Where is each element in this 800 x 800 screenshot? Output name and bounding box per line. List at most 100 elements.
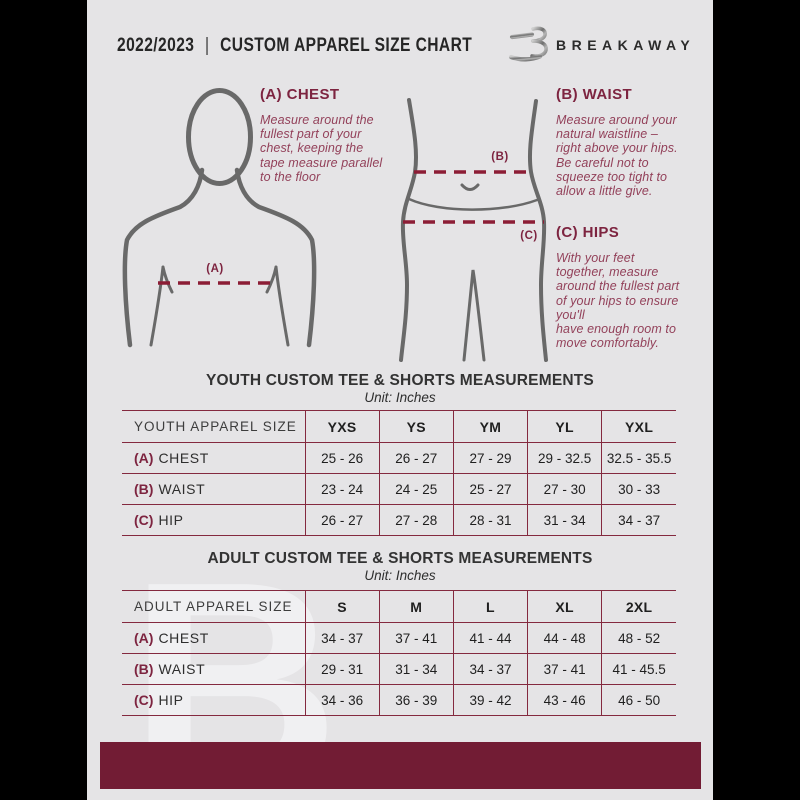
cell: 36 - 39 xyxy=(378,684,454,716)
table-row: (A) CHEST 34 - 37 37 - 41 41 - 44 44 - 48… xyxy=(122,622,676,654)
row-label: WAIST xyxy=(158,661,206,677)
cell: 29 - 32.5 xyxy=(527,442,602,474)
cell: 46 - 50 xyxy=(601,684,676,716)
youth-col-header: YM xyxy=(452,410,528,443)
row-label: WAIST xyxy=(158,481,206,497)
cell: 23 - 24 xyxy=(304,473,380,505)
row-label: CHEST xyxy=(158,450,209,466)
adult-header-row: ADULT APPAREL SIZE S M L XL 2XL xyxy=(122,590,676,623)
youth-col-header: YL xyxy=(527,410,602,443)
youth-col-header: YXS xyxy=(304,410,380,443)
footer-bar xyxy=(100,742,701,789)
adult-table-title: ADULT CUSTOM TEE & SHORTS MEASUREMENTS xyxy=(207,550,593,567)
hip-line xyxy=(407,197,539,211)
cell: 41 - 45.5 xyxy=(601,653,676,685)
chart-title: CUSTOM APPAREL SIZE CHART xyxy=(220,35,473,56)
waist-heading: (B) WAIST xyxy=(556,86,633,103)
cell: 37 - 41 xyxy=(378,622,454,654)
cell: 27 - 30 xyxy=(527,473,602,505)
table-row: (C) HIP 34 - 36 36 - 39 39 - 42 43 - 46 4… xyxy=(122,684,676,716)
youth-col-header: YXL xyxy=(601,410,676,443)
chest-heading: (A) CHEST xyxy=(260,86,340,103)
title-divider: | xyxy=(205,35,210,56)
cell: 27 - 28 xyxy=(378,504,454,536)
cell: 31 - 34 xyxy=(378,653,454,685)
right-shoulder-arm xyxy=(234,167,317,348)
waist-guide: (B) WAIST Measure around your natural wa… xyxy=(556,86,706,198)
table-row: (A) CHEST 25 - 26 26 - 27 27 - 29 29 - 32… xyxy=(122,442,676,474)
cell: 26 - 27 xyxy=(378,442,454,474)
cell: 25 - 26 xyxy=(304,442,380,474)
hips-guide: (C) HIPS With your feet together, measur… xyxy=(556,224,711,350)
cell: 29 - 31 xyxy=(304,653,380,685)
brand-name: BREAKAWAY xyxy=(556,37,696,53)
cell: 34 - 37 xyxy=(304,622,380,654)
row-label-cell: (C) HIP xyxy=(122,684,305,716)
left-shoulder-arm xyxy=(122,167,205,348)
cell: 34 - 37 xyxy=(601,504,676,536)
left-armpit xyxy=(149,265,174,347)
youth-table-unit: Unit: Inches xyxy=(364,390,436,405)
adult-col-header: M xyxy=(378,590,454,623)
page-title: 2022/2023 | CUSTOM APPAREL SIZE CHART xyxy=(117,35,472,57)
cell: 27 - 29 xyxy=(452,442,528,474)
adult-size-label: ADULT APPAREL SIZE xyxy=(122,590,305,623)
cell: 26 - 27 xyxy=(304,504,380,536)
row-label-cell: (C) HIP xyxy=(122,504,305,536)
row-label-cell: (A) CHEST xyxy=(122,622,305,654)
youth-table-title: YOUTH CUSTOM TEE & SHORTS MEASUREMENTS xyxy=(206,372,594,389)
inner-legs xyxy=(462,269,486,362)
row-prefix: (C) xyxy=(134,512,154,528)
lower-body-figure xyxy=(399,98,548,362)
cell: 37 - 41 xyxy=(527,653,602,685)
navel xyxy=(460,183,480,191)
row-prefix: (B) xyxy=(134,661,154,677)
table-row: (B) WAIST 23 - 24 24 - 25 25 - 27 27 - 30… xyxy=(122,473,676,505)
row-label: HIP xyxy=(158,512,184,528)
youth-size-table: YOUTH APPAREL SIZE YXS YS YM YL YXL (A) C… xyxy=(122,410,676,536)
upper-body-figure xyxy=(122,88,317,348)
cell: 41 - 44 xyxy=(452,622,528,654)
right-body-side xyxy=(527,99,548,362)
row-label-cell: (B) WAIST xyxy=(122,473,305,505)
table-row: (C) HIP 26 - 27 27 - 28 28 - 31 31 - 34 3… xyxy=(122,504,676,536)
hips-marker-label: (C) xyxy=(520,230,538,242)
season-label: 2022/2023 xyxy=(117,35,195,56)
head-outline xyxy=(186,88,253,186)
right-armpit xyxy=(265,265,290,347)
adult-size-table: ADULT APPAREL SIZE S M L XL 2XL (A) CHEST… xyxy=(122,590,676,716)
row-prefix: (B) xyxy=(134,481,154,497)
row-prefix: (A) xyxy=(134,450,154,466)
adult-col-header: S xyxy=(304,590,380,623)
cell: 44 - 48 xyxy=(527,622,602,654)
hips-description: With your feet together, measure around … xyxy=(556,251,680,351)
cell: 31 - 34 xyxy=(527,504,602,536)
youth-header-row: YOUTH APPAREL SIZE YXS YS YM YL YXL xyxy=(122,410,676,443)
row-label-cell: (A) CHEST xyxy=(122,442,305,474)
chest-marker-label: (A) xyxy=(206,263,224,275)
adult-table-unit: Unit: Inches xyxy=(364,568,436,583)
hips-heading: (C) HIPS xyxy=(556,224,620,241)
table-row: (B) WAIST 29 - 31 31 - 34 34 - 37 37 - 41… xyxy=(122,653,676,685)
adult-col-header: L xyxy=(452,590,528,623)
chest-guide: (A) CHEST Measure around the fullest par… xyxy=(260,86,410,184)
youth-size-label: YOUTH APPAREL SIZE xyxy=(122,410,305,443)
row-label-cell: (B) WAIST xyxy=(122,653,305,685)
cell: 30 - 33 xyxy=(601,473,676,505)
row-label: HIP xyxy=(158,692,184,708)
size-chart-page: B 2022/2023 | CUSTOM APPAREL SIZE CHART BR… xyxy=(87,0,713,800)
adult-col-header: XL xyxy=(527,590,602,623)
row-prefix: (C) xyxy=(134,692,154,708)
youth-col-header: YS xyxy=(378,410,454,443)
cell: 39 - 42 xyxy=(452,684,528,716)
cell: 24 - 25 xyxy=(378,473,454,505)
adult-col-header: 2XL xyxy=(601,590,676,623)
row-prefix: (A) xyxy=(134,630,154,646)
breakaway-logo-icon xyxy=(508,26,548,62)
cell: 34 - 36 xyxy=(304,684,380,716)
cell: 48 - 52 xyxy=(601,622,676,654)
row-label: CHEST xyxy=(158,630,209,646)
cell: 34 - 37 xyxy=(452,653,528,685)
waist-marker-label: (B) xyxy=(491,151,509,163)
